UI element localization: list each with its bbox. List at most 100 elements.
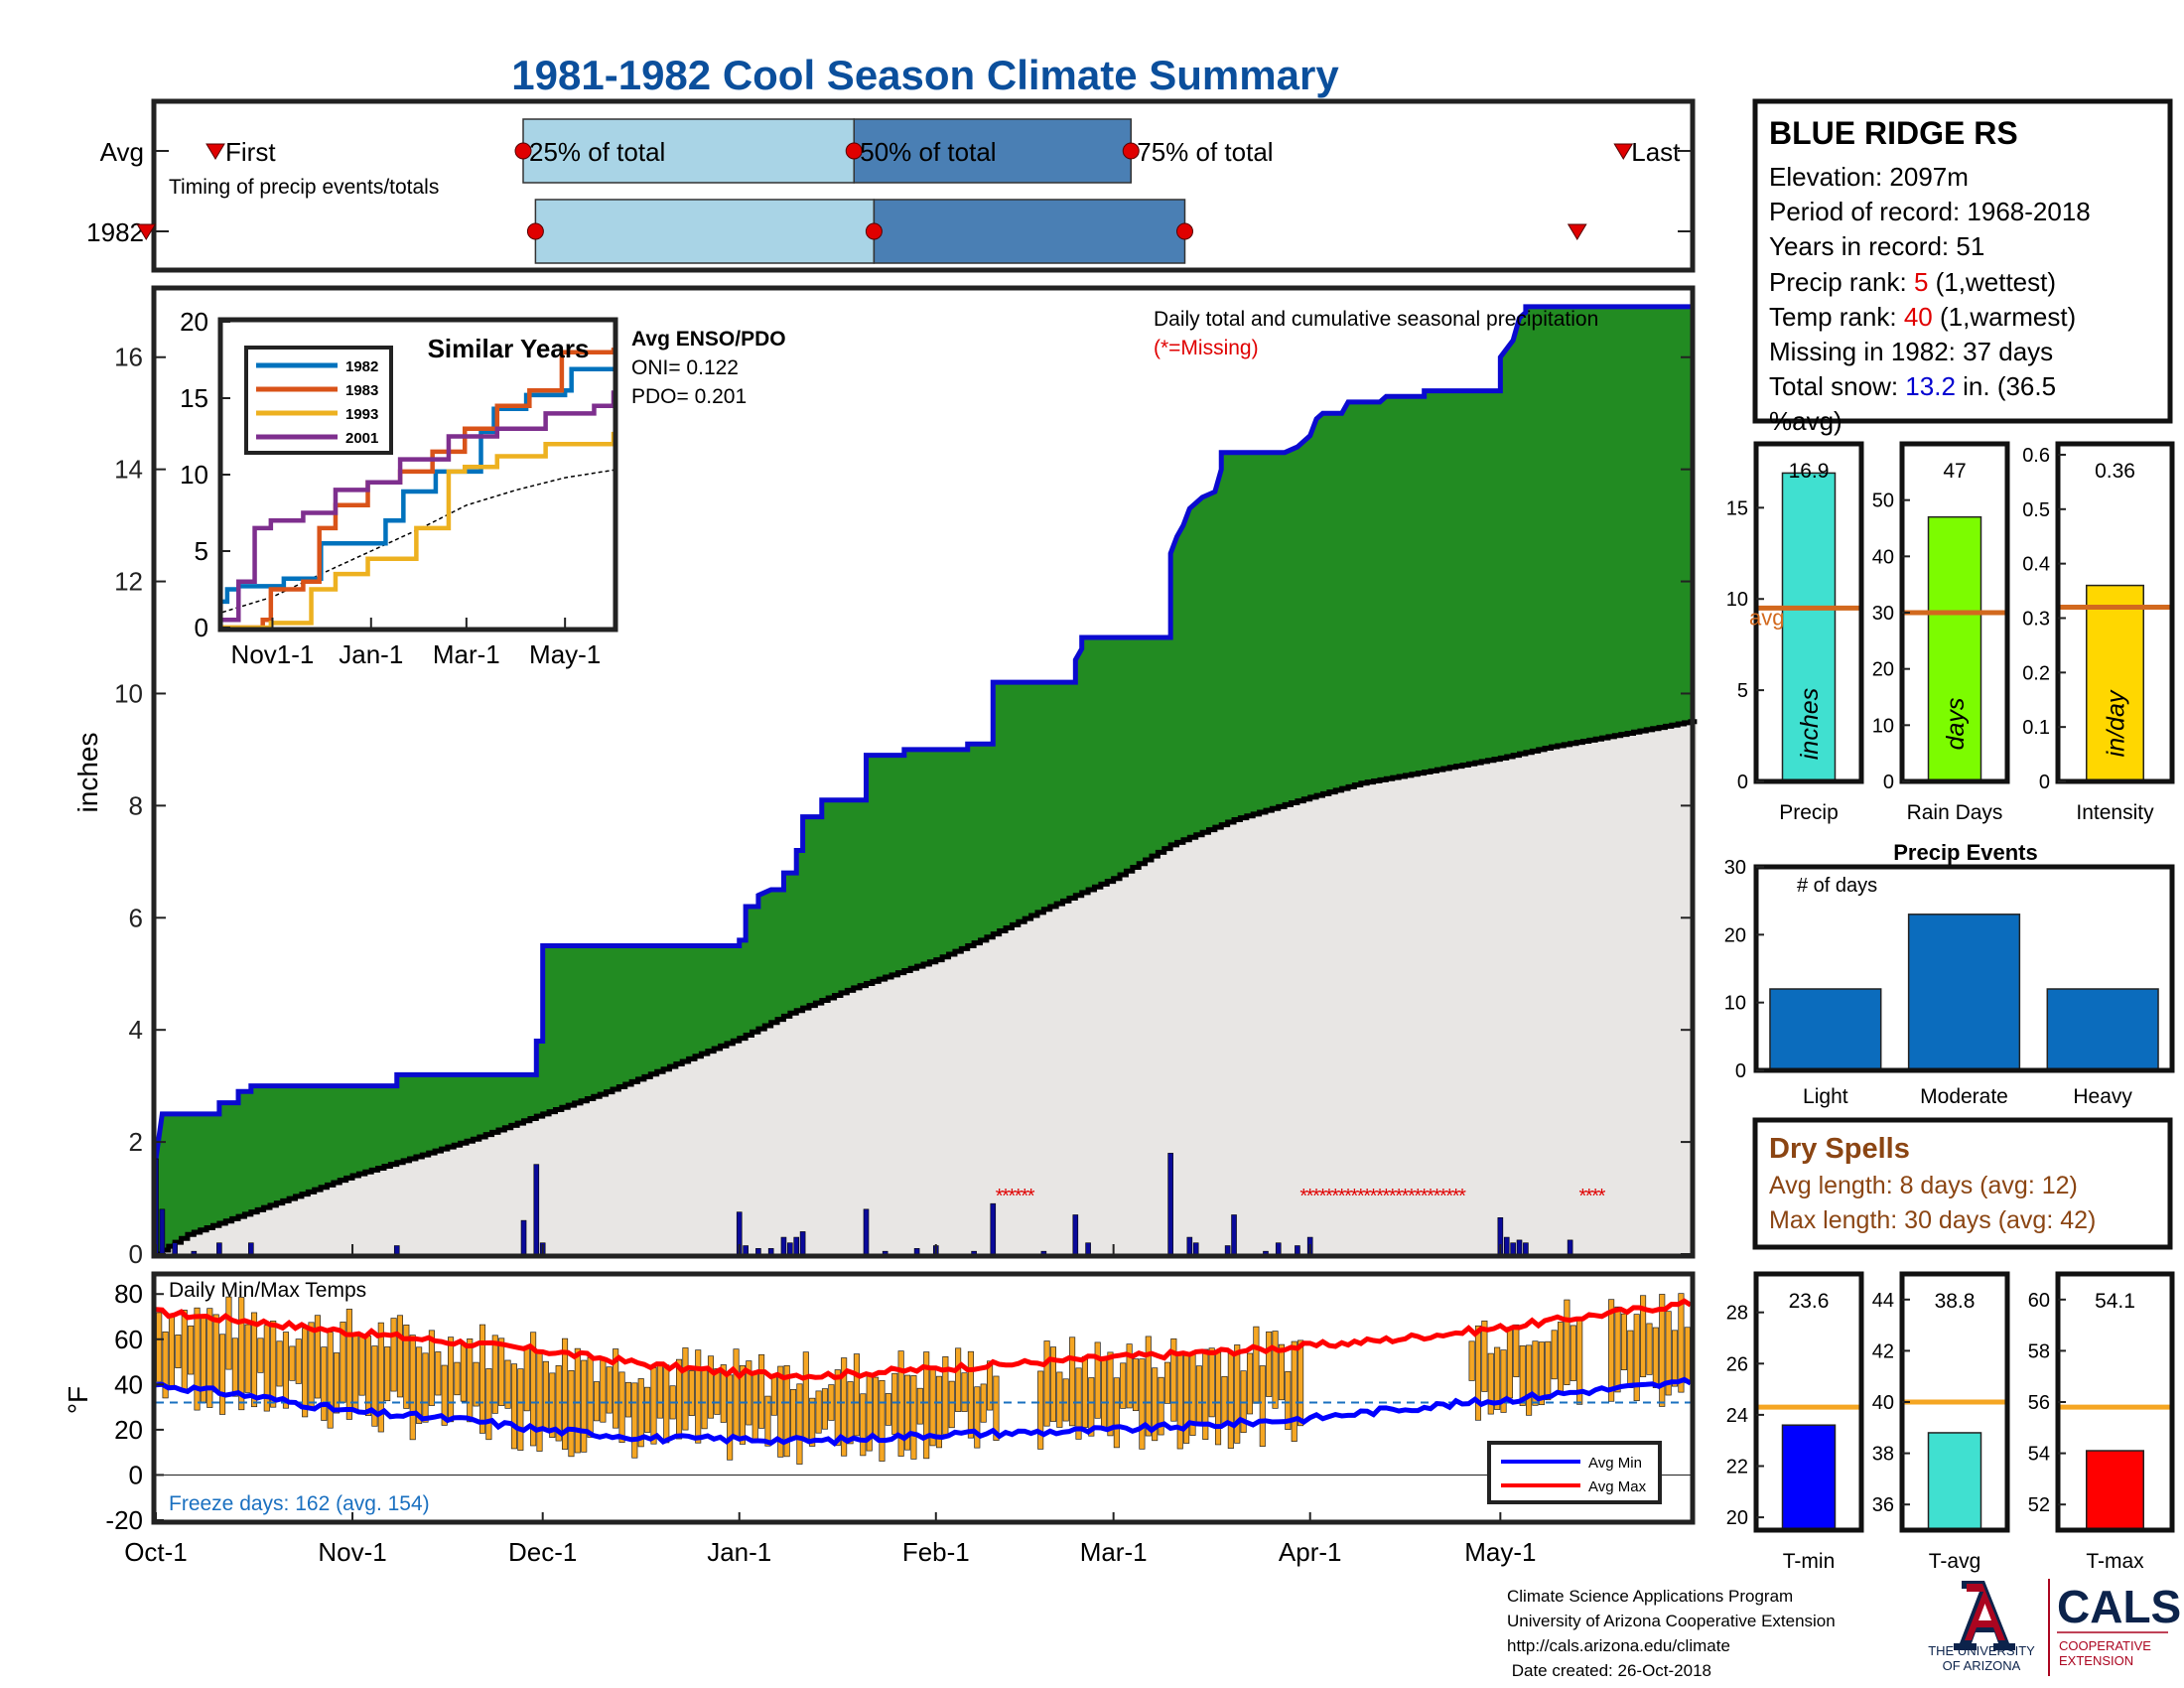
tempbar-ytick-label: 60 bbox=[2028, 1290, 2050, 1312]
footer-line-4: Date created: 26-Oct-2018 bbox=[1507, 1661, 1711, 1680]
inset-ytick-label: 10 bbox=[180, 460, 208, 490]
temps-ylabel: °F bbox=[63, 1386, 93, 1414]
main-ylabel: inches bbox=[72, 733, 103, 813]
daily-temp-bar bbox=[1608, 1299, 1615, 1402]
missing-day-marker: * bbox=[1376, 1186, 1384, 1207]
daily-temp-bar bbox=[834, 1369, 841, 1447]
daily-temp-bar bbox=[1043, 1340, 1050, 1427]
daily-temp-bar bbox=[574, 1347, 581, 1454]
temps-ytick-label: 40 bbox=[114, 1369, 143, 1399]
timing-first-label: First bbox=[225, 137, 276, 167]
daily-temp-bar bbox=[1037, 1370, 1044, 1450]
daily-precip-bar bbox=[248, 1242, 254, 1255]
daily-temp-bar bbox=[1468, 1340, 1475, 1381]
daily-temp-bar bbox=[485, 1368, 492, 1441]
missing-day-marker: * bbox=[1389, 1186, 1397, 1207]
daily-temp-bar bbox=[1215, 1351, 1222, 1446]
tempbar-ytick-label: 52 bbox=[2028, 1494, 2050, 1516]
daily-temp-bar bbox=[384, 1346, 391, 1402]
temperature-bar-panels: 20 22 24 26 28 23.6 T-min 36 38 40 42 44 38.8 T-avg 52… bbox=[1726, 1271, 2175, 1573]
missing-day-marker: * bbox=[1331, 1186, 1339, 1207]
daily-precip-bar bbox=[1167, 1153, 1173, 1255]
missing-day-marker: * bbox=[1452, 1186, 1460, 1207]
daily-temp-bar bbox=[244, 1324, 251, 1393]
summary-ytick-label: 0.4 bbox=[2022, 554, 2050, 576]
daily-precip-bar bbox=[1516, 1239, 1523, 1255]
daily-temp-bar bbox=[1557, 1322, 1565, 1394]
timing-frame bbox=[151, 98, 1696, 273]
summary-label-0: Precip bbox=[1779, 801, 1839, 824]
missing-day-marker: * bbox=[1598, 1186, 1606, 1207]
daily-temp-bar bbox=[802, 1351, 809, 1441]
daily-temp-bar bbox=[327, 1332, 334, 1429]
daily-temp-bar bbox=[1620, 1313, 1627, 1370]
daily-precip-bar bbox=[793, 1236, 800, 1255]
timing-panel: Avg 1982 Timing of precip events/totals … bbox=[86, 98, 1696, 273]
daily-temp-bar bbox=[688, 1370, 695, 1416]
timing-row-avg-label: Avg bbox=[100, 137, 144, 167]
daily-temp-bar bbox=[1126, 1343, 1133, 1409]
daily-temp-bar bbox=[517, 1368, 524, 1451]
daily-precip-bar bbox=[767, 1248, 774, 1255]
timing-caption: Timing of precip events/totals bbox=[169, 176, 439, 199]
daily-precip-bar bbox=[1503, 1236, 1510, 1255]
daily-temp-bar bbox=[682, 1347, 689, 1431]
summary-ytick-label: 0 bbox=[1883, 772, 1894, 793]
dry-spells-box: Dry Spells Avg length: 8 days (avg: 12) … bbox=[1752, 1117, 2173, 1250]
daily-temp-bar bbox=[789, 1389, 797, 1440]
summary-ytick-label: 0.1 bbox=[2022, 717, 2050, 739]
tempbar-bar-0 bbox=[1781, 1424, 1837, 1531]
daily-temp-bar bbox=[1640, 1295, 1647, 1378]
events-bar-moderate bbox=[1907, 914, 2021, 1071]
station-period: Period of record: 1968-2018 bbox=[1769, 197, 2091, 226]
daily-precip-bar bbox=[1523, 1242, 1529, 1255]
summary-bar-2 bbox=[2086, 584, 2144, 782]
tempbar-ytick-label: 56 bbox=[2028, 1392, 2050, 1414]
daily-temp-bar bbox=[1487, 1352, 1494, 1415]
station-snow-percent: %avg) bbox=[1769, 406, 1843, 436]
dry-spells-frame bbox=[1752, 1117, 2173, 1250]
timing-dot-q25-avg bbox=[514, 142, 532, 160]
daily-temp-bar bbox=[644, 1386, 651, 1433]
x-axis-label: May-1 bbox=[1464, 1537, 1536, 1567]
main-ytick-label: 12 bbox=[114, 567, 143, 597]
missing-day-marker: * bbox=[1351, 1186, 1359, 1207]
main-ytick-label: 8 bbox=[129, 790, 143, 820]
daily-temp-bar bbox=[796, 1383, 803, 1465]
missing-day-marker: * bbox=[1578, 1186, 1586, 1207]
x-axis-label: Jan-1 bbox=[707, 1537, 771, 1567]
daily-precip-bar bbox=[216, 1242, 222, 1255]
daily-temp-bar bbox=[162, 1331, 169, 1399]
daily-temp-bar bbox=[727, 1374, 734, 1461]
daily-precip-bar bbox=[799, 1231, 806, 1255]
main-ytick-label: 10 bbox=[114, 678, 143, 708]
daily-temp-bar bbox=[194, 1307, 201, 1411]
daily-temp-bar bbox=[314, 1315, 321, 1399]
main-annotation: Daily total and cumulative seasonal prec… bbox=[1154, 308, 1598, 331]
daily-temp-bar bbox=[618, 1371, 625, 1444]
summary-value-1: 47 bbox=[1943, 460, 1966, 483]
avg-min-line bbox=[155, 1376, 1693, 1448]
tempbar-label-2: T-max bbox=[2086, 1550, 2144, 1573]
missing-day-marker: * bbox=[1439, 1186, 1447, 1207]
summary-ytick-label: 0.5 bbox=[2022, 499, 2050, 521]
daily-temp-bar bbox=[1627, 1330, 1634, 1388]
summary-ytick-label: 5 bbox=[1737, 680, 1748, 702]
inset-xtick-label: Nov1-1 bbox=[231, 639, 315, 669]
events-ytick-label: 30 bbox=[1724, 857, 1746, 879]
summary-bar-panels: 0 5 10 15 16.9 Precip inches avg 0 10 20 30 40 50 47 Ra… bbox=[1726, 441, 2175, 824]
daily-temp-bar bbox=[1633, 1314, 1640, 1402]
daily-temp-bar bbox=[631, 1382, 638, 1459]
ua-text-1: THE UNIVERSITY bbox=[1928, 1643, 2035, 1658]
daily-precip-bar bbox=[1192, 1242, 1199, 1255]
tempbar-ytick-label: 36 bbox=[1872, 1494, 1894, 1516]
daily-temp-bar bbox=[891, 1372, 898, 1435]
daily-temp-bar bbox=[720, 1364, 727, 1423]
daily-temp-bar bbox=[923, 1351, 930, 1460]
daily-temp-bar bbox=[1120, 1362, 1127, 1409]
daily-temp-bar bbox=[897, 1350, 904, 1457]
x-axis-label: Feb-1 bbox=[902, 1537, 970, 1567]
daily-temp-bar bbox=[1139, 1358, 1146, 1450]
daily-temp-bar bbox=[1132, 1358, 1140, 1412]
precip-events-chart: Precip Events Light Moderate Heavy0102030 … bbox=[1724, 840, 2175, 1108]
